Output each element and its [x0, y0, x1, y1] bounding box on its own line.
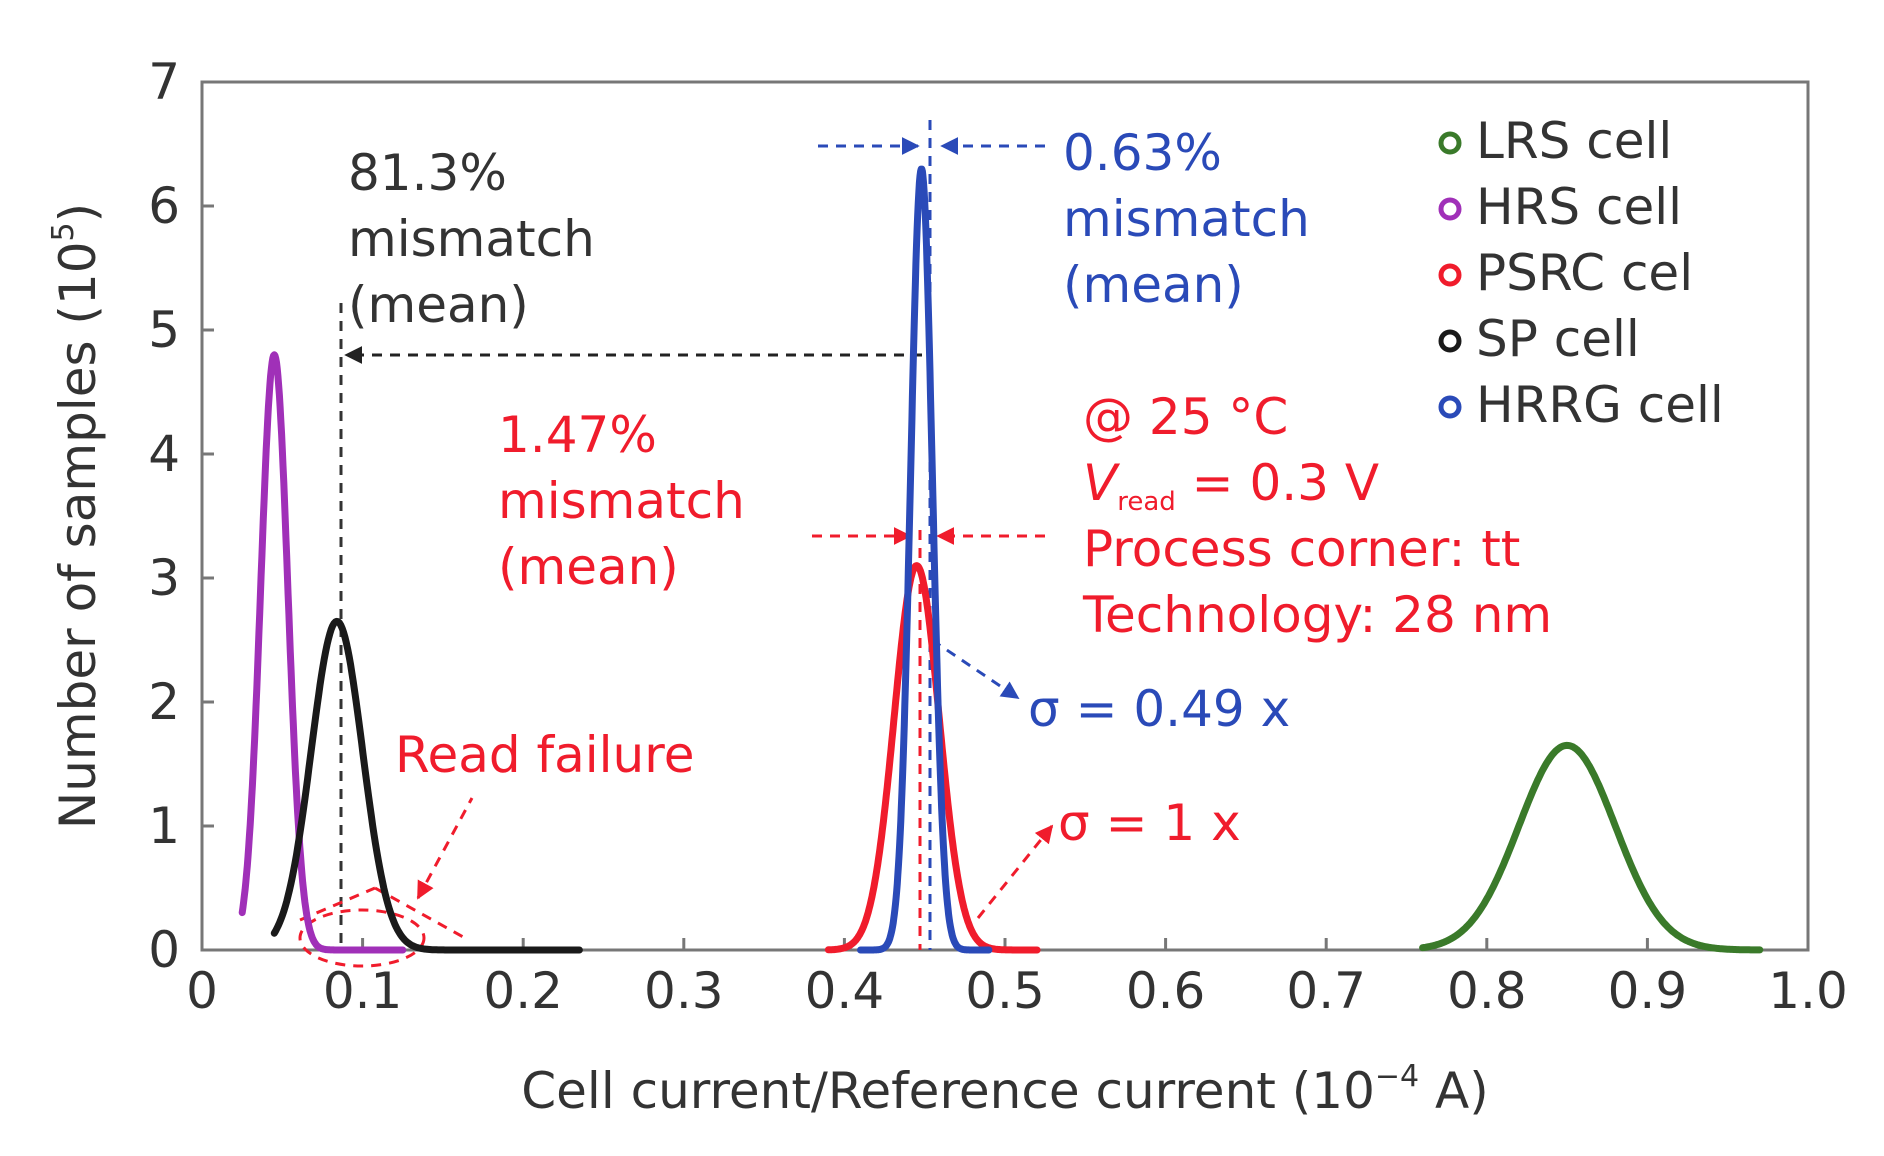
red-mismatch-value: 1.47% — [498, 406, 657, 464]
condition-temperature: @ 25 °C — [1083, 388, 1288, 446]
x-tick-label: 0.1 — [323, 962, 403, 1020]
legend-label: PSRC cel — [1476, 244, 1693, 302]
series-line-hrs-cell — [238, 351, 407, 954]
y-tick-label: 7 — [148, 53, 180, 111]
y-tick-label: 2 — [148, 673, 180, 731]
black-mismatch-mean: (mean) — [348, 276, 529, 334]
sigma-red-label: σ = 1 x — [1058, 794, 1241, 852]
blue-mismatch-word: mismatch — [1063, 190, 1310, 248]
x-axis-label-exponent: −4 — [1375, 1059, 1419, 1094]
red-mismatch-annotation: 1.47% mismatch (mean) — [498, 406, 745, 596]
black-mismatch-value: 81.3% — [348, 144, 507, 202]
legend-marker — [1438, 395, 1462, 419]
y-tick-label: 6 — [148, 177, 180, 235]
y-axis-label-exponent: 5 — [46, 222, 81, 241]
x-axis-label: Cell current/Reference current (10−4 A) — [521, 1059, 1488, 1120]
legend-marker — [1438, 329, 1462, 353]
x-tick-label: 0.5 — [965, 962, 1045, 1020]
guide-lines — [298, 120, 1054, 968]
x-axis-label-main: Cell current/Reference current (10 — [521, 1062, 1375, 1120]
y-axis-label-main: Number of samples (10 — [49, 241, 107, 829]
y-axis-label: Number of samples (105) — [46, 203, 107, 829]
legend-label: LRS cell — [1476, 112, 1672, 170]
x-axis: 0 0.1 0.2 0.3 0.4 0.5 0.6 0.7 0.8 0.9 1.0 — [186, 938, 1848, 1020]
blue-mismatch-annotation: 0.63% mismatch (mean) — [1063, 124, 1310, 314]
read-failure-label: Read failure — [395, 726, 694, 784]
legend-marker — [1438, 263, 1462, 287]
conditions-annotation: @ 25 °C Vread = 0.3 V Process corner: tt… — [1082, 388, 1552, 644]
black-mismatch-word: mismatch — [348, 210, 595, 268]
x-axis-label-unit: A) — [1419, 1062, 1489, 1120]
y-tick-label: 3 — [148, 549, 180, 607]
x-tick-label: 0 — [186, 962, 218, 1020]
legend-marker — [1438, 197, 1462, 221]
series-line-psrc-cel — [824, 562, 1041, 954]
blue-mismatch-mean: (mean) — [1063, 256, 1244, 314]
read-failure-arrow-1 — [416, 797, 474, 900]
x-tick-label: 0.6 — [1126, 962, 1206, 1020]
y-tick-label: 4 — [148, 425, 180, 483]
sigma-blue-label: σ = 0.49 x — [1028, 680, 1290, 738]
x-tick-label: 0.7 — [1286, 962, 1366, 1020]
red-mismatch-word: mismatch — [498, 472, 745, 530]
black-mismatch-annotation: 81.3% mismatch (mean) — [348, 144, 595, 334]
y-tick-label: 5 — [148, 301, 180, 359]
condition-vread: Vread = 0.3 V — [1083, 454, 1379, 517]
y-tick-label: 1 — [148, 797, 180, 855]
sigma-blue-arrow — [931, 638, 1020, 700]
blue-mismatch-value: 0.63% — [1063, 124, 1222, 182]
legend-marker — [1438, 131, 1462, 155]
vread-value: = 0.3 V — [1176, 454, 1379, 512]
x-tick-label: 1.0 — [1768, 962, 1848, 1020]
legend: LRS cell HRS cell PSRC cel SP cell HRRG cell — [1438, 112, 1724, 434]
vread-v: V — [1083, 454, 1121, 512]
y-axis: 0 1 2 3 4 5 6 7 — [148, 53, 214, 979]
sigma-red-arrow — [976, 824, 1054, 919]
x-tick-label: 0.3 — [644, 962, 724, 1020]
y-tick-label: 0 — [148, 921, 180, 979]
y-axis-label-unit: ) — [49, 203, 107, 223]
series-line-sp-cell — [270, 617, 583, 954]
read-failure-ellipse — [298, 908, 426, 968]
red-mismatch-mean: (mean) — [498, 538, 679, 596]
vread-subscript: read — [1117, 487, 1176, 517]
series-line-hrrg-cell — [857, 165, 993, 954]
series-line-lrs-cell — [1419, 741, 1764, 954]
series-group — [238, 165, 1764, 954]
condition-technology: Technology: 28 nm — [1082, 586, 1552, 644]
legend-label: SP cell — [1476, 310, 1640, 368]
x-tick-label: 0.8 — [1447, 962, 1527, 1020]
legend-label: HRS cell — [1476, 178, 1682, 236]
x-tick-label: 0.2 — [483, 962, 563, 1020]
legend-label: HRRG cell — [1476, 376, 1724, 434]
x-tick-label: 0.9 — [1608, 962, 1688, 1020]
x-tick-label: 0.4 — [805, 962, 885, 1020]
read-failure-arrow-2 — [299, 886, 376, 922]
condition-process-corner: Process corner: tt — [1083, 520, 1520, 578]
